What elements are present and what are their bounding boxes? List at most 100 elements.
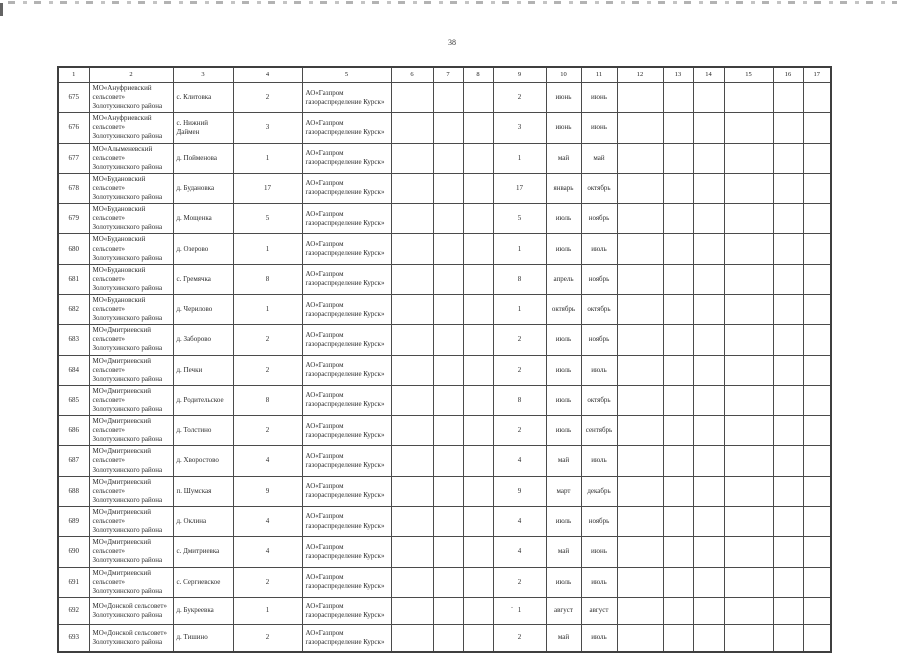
- operator-cell: АО«Газпром газораспределение Курск»: [301, 354, 392, 386]
- plan-count-cell: 2: [492, 81, 547, 114]
- empty-cell-12: [616, 566, 664, 598]
- empty-cell-17: [802, 623, 832, 653]
- empty-cell-6: [390, 566, 434, 598]
- empty-cell-12: [616, 596, 664, 625]
- empty-cell-12: [616, 623, 664, 653]
- row-number-cell: 680: [57, 233, 90, 265]
- empty-cell-6: [390, 354, 434, 386]
- plan-count-cell: 2: [492, 566, 547, 598]
- empty-cell-6: [390, 203, 434, 235]
- empty-cell-13: [662, 536, 694, 568]
- table-header-row: 1 2 3 4 5 6 7 8 9 10 11 12 13 14 15 16 17: [57, 66, 832, 83]
- empty-cell-6: [390, 233, 434, 265]
- locality-cell: д. Печки: [172, 354, 234, 386]
- households-count-cell: 4: [232, 505, 303, 538]
- empty-cell-14: [692, 505, 725, 538]
- empty-cell-8: [462, 324, 494, 356]
- empty-cell-14: [692, 384, 725, 417]
- empty-cell-12: [616, 142, 664, 174]
- empty-cell-12: [616, 536, 664, 568]
- row-number-cell: 682: [57, 293, 90, 326]
- empty-cell-16: [772, 415, 804, 447]
- empty-cell-15: [723, 596, 774, 625]
- empty-cell-15: [723, 384, 774, 417]
- operator-cell: АО«Газпром газораспределение Курск»: [301, 172, 392, 205]
- end-month-cell: ноябрь: [580, 263, 618, 295]
- empty-cell-12: [616, 233, 664, 265]
- empty-cell-13: [662, 566, 694, 598]
- column-header-12: 12: [616, 66, 664, 83]
- table-row: 692 МО«Донской сельсовет» Золотухинского …: [57, 596, 832, 625]
- empty-cell-13: [662, 112, 694, 144]
- households-count-cell: 2: [232, 324, 303, 356]
- households-count-cell: 2: [232, 81, 303, 114]
- empty-cell-13: [662, 596, 694, 625]
- column-header-1: 1: [57, 66, 90, 83]
- plan-count-cell: 4: [492, 445, 547, 477]
- locality-cell: д. Тишино: [172, 623, 234, 653]
- end-month-cell: октябрь: [580, 172, 618, 205]
- start-month-cell: июль: [545, 384, 582, 417]
- locality-cell: д. Толстино: [172, 415, 234, 447]
- table-row: 691 МО«Дмитриевский сельсовет» Золотухинс…: [57, 566, 832, 598]
- empty-cell-16: [772, 566, 804, 598]
- row-number-cell: 678: [57, 172, 90, 205]
- municipality-cell: МО«Ануфриевский сельсовет» Золотухинског…: [88, 112, 174, 144]
- operator-cell: АО«Газпром газораспределение Курск»: [301, 81, 392, 114]
- column-header-7: 7: [432, 66, 464, 83]
- empty-cell-15: [723, 475, 774, 507]
- empty-cell-8: [462, 293, 494, 326]
- column-header-4: 4: [232, 66, 303, 83]
- empty-cell-12: [616, 415, 664, 447]
- empty-cell-17: [802, 445, 832, 477]
- plan-count-cell: 8: [492, 384, 547, 417]
- municipality-cell: МО«Дмитриевский сельсовет» Золотухинског…: [88, 415, 174, 447]
- empty-cell-6: [390, 505, 434, 538]
- end-month-cell: июнь: [580, 81, 618, 114]
- start-month-cell: май: [545, 142, 582, 174]
- empty-cell-17: [802, 293, 832, 326]
- empty-cell-6: [390, 112, 434, 144]
- empty-cell-13: [662, 354, 694, 386]
- locality-cell: д. Черилово: [172, 293, 234, 326]
- households-count-cell: 9: [232, 475, 303, 507]
- end-month-cell: июль: [580, 566, 618, 598]
- empty-cell-12: [616, 475, 664, 507]
- start-month-cell: май: [545, 536, 582, 568]
- table-row: 693 МО«Донской сельсовет» Золотухинского …: [57, 623, 832, 653]
- operator-cell: АО«Газпром газораспределение Курск»: [301, 566, 392, 598]
- empty-cell-14: [692, 354, 725, 386]
- row-number-cell: 689: [57, 505, 90, 538]
- empty-cell-17: [802, 596, 832, 625]
- empty-cell-7: [432, 354, 464, 386]
- empty-cell-12: [616, 384, 664, 417]
- households-count-cell: 8: [232, 263, 303, 295]
- table-row: 688 МО«Дмитриевский сельсовет» Золотухинс…: [57, 475, 832, 507]
- empty-cell-16: [772, 81, 804, 114]
- locality-cell: д. Хворостово: [172, 445, 234, 477]
- empty-cell-7: [432, 112, 464, 144]
- empty-cell-17: [802, 505, 832, 538]
- locality-cell: д. Пойменова: [172, 142, 234, 174]
- empty-cell-16: [772, 293, 804, 326]
- empty-cell-7: [432, 505, 464, 538]
- table-row: 679 МО«Будановский сельсовет» Золотухинск…: [57, 203, 832, 235]
- municipality-cell: МО«Будановский сельсовет» Золотухинского…: [88, 233, 174, 265]
- end-month-cell: июнь: [580, 112, 618, 144]
- column-header-9: 9: [492, 66, 547, 83]
- operator-cell: АО«Газпром газораспределение Курск»: [301, 475, 392, 507]
- plan-count-cell: 3: [492, 112, 547, 144]
- empty-cell-15: [723, 172, 774, 205]
- households-count-cell: 2: [232, 354, 303, 386]
- locality-cell: д. Заборово: [172, 324, 234, 356]
- row-number-cell: 677: [57, 142, 90, 174]
- empty-cell-15: [723, 112, 774, 144]
- empty-cell-7: [432, 263, 464, 295]
- plan-count-cell: 17: [492, 172, 547, 205]
- empty-cell-14: [692, 475, 725, 507]
- empty-cell-13: [662, 172, 694, 205]
- households-count-cell: 4: [232, 536, 303, 568]
- empty-cell-17: [802, 81, 832, 114]
- empty-cell-7: [432, 324, 464, 356]
- empty-cell-12: [616, 81, 664, 114]
